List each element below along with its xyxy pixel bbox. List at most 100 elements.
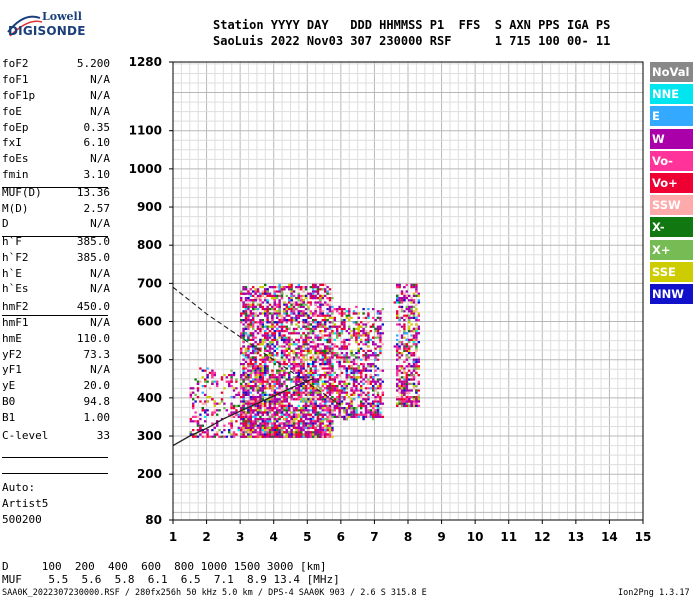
echo-point [369,413,372,416]
echo-point [316,418,320,421]
echo-point [218,402,221,405]
echo-point [240,422,243,425]
echo-point [268,349,272,352]
echo-point [405,297,408,300]
echo-point [295,426,298,429]
echo-point [261,327,264,330]
echo-point [252,400,255,403]
echo-point [304,422,308,425]
echo-point [410,330,413,333]
echo-point [357,376,360,379]
echo-point [266,314,269,317]
echo-point [343,360,346,363]
echo-point [314,327,317,330]
echo-point [345,418,348,421]
echo-point [266,413,269,416]
echo-point [372,378,375,381]
echo-point [319,343,322,346]
echo-point [189,433,192,436]
echo-point [324,323,327,326]
echo-point [276,378,279,381]
echo-point [307,336,310,339]
echo-point [240,415,243,418]
echo-point [350,360,353,363]
echo-point [326,398,329,401]
echo-point [307,347,310,350]
echo-point [408,389,411,392]
echo-point [254,369,257,372]
echo-point [367,411,370,414]
echo-point [396,347,399,350]
echo-point [266,382,269,385]
echo-point [336,332,339,335]
echo-point [372,316,375,319]
echo-point [314,310,317,313]
echo-point [312,404,315,407]
echo-point [292,398,296,401]
echo-point [285,415,288,418]
echo-point [326,338,329,341]
echo-point [278,422,281,425]
echo-point [300,411,303,414]
echo-point [307,352,310,355]
echo-point [288,426,291,429]
echo-point [398,385,401,388]
echo-point [309,330,312,333]
echo-point [273,310,276,313]
echo-point [400,402,404,405]
echo-point [280,367,284,370]
echo-point [273,330,276,333]
echo-point [249,407,252,410]
echo-point [242,305,245,308]
echo-point [338,305,341,308]
echo-point [374,347,377,350]
echo-point [372,409,375,412]
echo-point [348,343,351,346]
echo-point [295,323,298,326]
echo-point [249,323,252,326]
echo-point [328,378,332,381]
echo-point [321,420,324,423]
echo-point [249,391,252,394]
echo-point [307,349,310,352]
echo-point [288,420,291,423]
echo-point [271,334,274,337]
echo-point [254,308,257,311]
echo-point [249,345,252,348]
echo-point [290,323,293,326]
param-value: N/A [90,315,110,329]
echo-point [314,420,317,423]
echo-point [307,371,310,374]
echo-point [300,354,303,357]
echo-point [415,343,418,346]
echo-point [276,330,279,333]
echo-point [254,305,257,308]
echo-point [309,332,312,335]
echo-point [309,389,312,392]
echo-point [242,407,245,410]
echo-point [417,301,420,304]
echo-point [316,404,320,407]
echo-point [331,356,334,359]
echo-point [273,400,276,403]
echo-point [408,369,411,372]
echo-point [259,341,262,344]
echo-point [278,290,281,293]
echo-point [343,367,346,370]
echo-point [348,413,351,416]
echo-point [280,338,284,341]
echo-point [247,411,250,414]
echo-point [297,283,300,286]
echo-point [273,363,276,366]
echo-point [357,404,360,407]
echo-point [403,297,406,300]
echo-point [376,334,380,337]
echo-point [321,363,324,366]
echo-point [324,426,327,429]
echo-point [242,426,245,429]
echo-point [304,389,308,392]
echo-point [228,380,231,383]
echo-point [398,319,401,322]
echo-point [264,369,267,372]
echo-point [309,336,312,339]
